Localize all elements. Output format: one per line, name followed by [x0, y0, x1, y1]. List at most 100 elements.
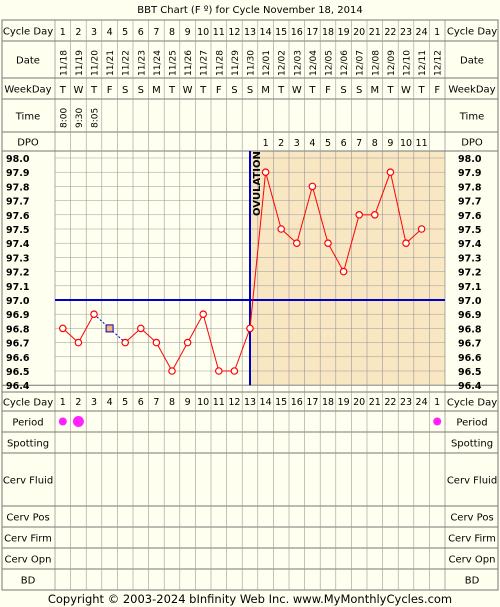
temp-line-segment: [202, 314, 220, 372]
y-tick-label: 96.7: [458, 339, 481, 350]
date-label: 11/23: [137, 50, 147, 76]
row-label: DPO: [461, 138, 483, 149]
temperature-series: [58, 168, 426, 375]
cycle-day-label: 3: [91, 397, 97, 408]
temp-point: [183, 338, 192, 347]
luteal-shade: [250, 151, 445, 386]
y-tick-label: 96.4: [458, 381, 482, 392]
period-markers: [58, 416, 442, 427]
temp-point: [417, 225, 426, 233]
cycle-day-label: 2: [75, 27, 81, 38]
weekday-label: T: [168, 85, 176, 96]
weekday-label: T: [418, 85, 426, 96]
footer-copyright: Copyright © 2003-2024 bInfinity Web Inc.…: [48, 592, 452, 606]
date-label: 12/05: [325, 50, 335, 76]
y-tick-label: 96.7: [6, 339, 29, 350]
date-label: 11/21: [106, 50, 116, 76]
temp-point: [370, 211, 379, 219]
y-tick-label: 97.8: [458, 182, 482, 193]
temp-line-segment: [327, 242, 345, 272]
temp-point: [246, 324, 254, 333]
row-label: Cycle Day: [447, 27, 497, 38]
row-label: Cerv Fluid: [3, 476, 53, 487]
temp-point: [168, 367, 176, 375]
date-label: 12/01: [262, 50, 272, 76]
chart-title: BBT Chart (F º) for Cycle November 18, 2…: [137, 5, 362, 16]
temp-point: [355, 211, 364, 219]
cycle-day-label: 12: [228, 27, 240, 38]
date-label: 11/20: [91, 50, 101, 76]
temp-point: [402, 239, 410, 248]
row-label: Date: [460, 56, 484, 67]
cycle-day-label: 2: [75, 397, 81, 408]
y-tick-label: 96.5: [458, 367, 481, 378]
y-tick-label: 97.6: [6, 211, 30, 222]
temp-point-highlighted: [105, 324, 114, 333]
temp-point: [90, 310, 98, 319]
y-tick-label: 96.6: [6, 353, 30, 364]
ovulation-label: OVULATION: [252, 151, 263, 216]
dpo-label: 6: [341, 138, 347, 149]
weekday-label: T: [90, 85, 98, 96]
dpo-label: 3: [294, 138, 300, 149]
date-label: 12/06: [340, 50, 350, 76]
y-tick-label: 97.8: [6, 182, 30, 193]
y-tick-label: 96.9: [458, 310, 481, 321]
weekday-label: S: [247, 85, 253, 96]
weekday-label: T: [277, 85, 285, 96]
cycle-day-label: 4: [107, 27, 113, 38]
date-label: 12/03: [293, 50, 303, 76]
date-label: 12/12: [434, 50, 444, 76]
temp-line-segment: [171, 342, 189, 372]
cycle-day-label: 23: [400, 397, 412, 408]
row-label: Cycle Day: [447, 398, 497, 409]
cycle-day-label: 1: [434, 397, 440, 408]
cycle-day-label: 1: [60, 27, 66, 38]
cycle-day-label: 19: [338, 27, 350, 38]
y-tick-label: 97.2: [458, 268, 481, 279]
temp-line-segment: [343, 214, 360, 272]
cycle-day-label: 11: [213, 27, 225, 38]
row-label: Spotting: [7, 439, 49, 450]
y-tick-label: 97.6: [458, 211, 482, 222]
temp-point: [230, 367, 239, 375]
temp-point: [152, 338, 161, 347]
cycle-day-label: 5: [122, 397, 128, 408]
weekday-label: S: [122, 85, 128, 96]
date-label: 12/08: [371, 50, 381, 76]
y-tick-label: 97.3: [6, 253, 29, 264]
y-tick-label: 97.4: [6, 239, 30, 250]
cycle-day-label: 6: [138, 27, 144, 38]
date-label: 11/22: [122, 50, 132, 76]
time-label: 8:05: [91, 108, 101, 128]
cycle-day-label: 10: [197, 27, 209, 38]
row-label: Cycle Day: [3, 27, 53, 38]
row-label: WeekDay: [448, 85, 495, 96]
weekday-label: W: [183, 85, 193, 96]
date-label: 12/10: [403, 50, 413, 76]
date-label: 12/11: [418, 50, 428, 76]
weekday-label: T: [386, 85, 394, 96]
row-label: Cerv Pos: [450, 513, 493, 524]
row-label: BD: [465, 576, 480, 587]
cycle-day-label: 22: [384, 27, 396, 38]
temp-point: [339, 267, 348, 276]
y-tick-label: 97.9: [458, 168, 481, 179]
weekday-label: S: [340, 85, 346, 96]
y-tick-label: 97.5: [6, 225, 29, 236]
weekday-label: F: [216, 85, 222, 96]
cycle-day-label: 6: [138, 397, 144, 408]
cycle-day-label: 13: [244, 27, 256, 38]
temp-point: [386, 168, 395, 177]
date-label: 11/30: [247, 50, 257, 76]
row-label: Cerv Opn: [449, 555, 496, 566]
cycle-day-label: 13: [244, 397, 256, 408]
date-label: 12/04: [309, 50, 319, 76]
weekday-label: W: [73, 85, 83, 96]
y-tick-label: 96.4: [6, 381, 30, 392]
cycle-day-label: 7: [153, 397, 159, 408]
cycle-day-label: 20: [353, 397, 365, 408]
y-tick-label: 96.5: [6, 367, 29, 378]
cycle-day-label: 14: [260, 397, 272, 408]
weekday-label: M: [152, 85, 161, 96]
